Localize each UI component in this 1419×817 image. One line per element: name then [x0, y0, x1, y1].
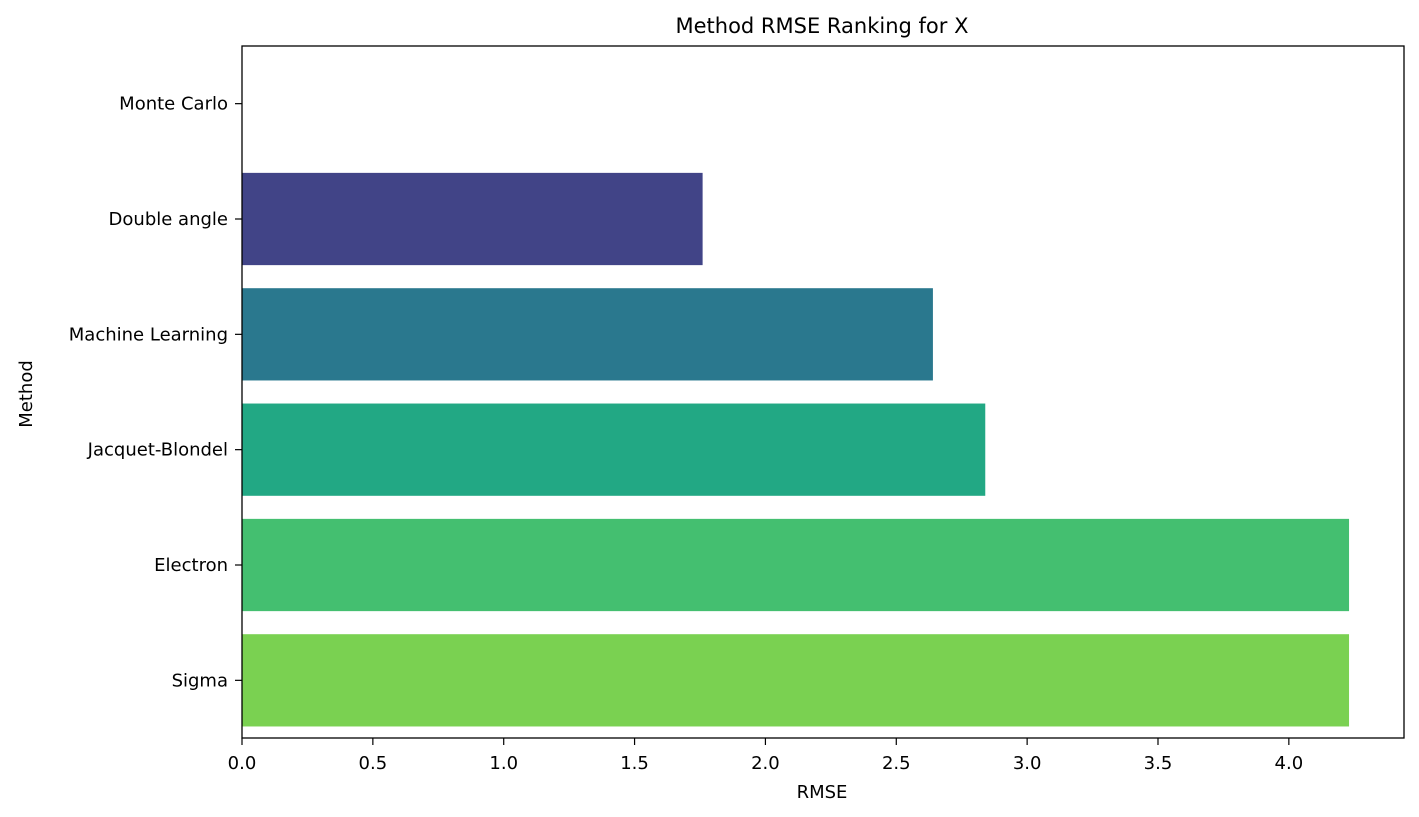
x-tick-label: 2.5	[882, 753, 911, 774]
x-axis-ticks: 0.0 0.5 1.0 1.5 2.0 2.5 3.0 3.5 4.0	[228, 738, 1303, 774]
y-axis-label: Method	[16, 360, 37, 428]
x-tick-label: 2.0	[751, 753, 780, 774]
x-axis-label: RMSE	[797, 782, 848, 803]
x-tick-label: 1.5	[620, 753, 649, 774]
chart-title: Method RMSE Ranking for X	[676, 14, 969, 38]
y-tick-label: Electron	[154, 555, 228, 576]
bar-series	[242, 172, 1350, 727]
bar-4	[242, 518, 1350, 612]
y-tick-label: Jacquet-Blondel	[87, 440, 228, 461]
y-tick-label: Double angle	[109, 209, 228, 230]
y-tick-label: Monte Carlo	[119, 94, 228, 115]
x-tick-label: 1.0	[489, 753, 518, 774]
x-tick-label: 3.0	[1013, 753, 1042, 774]
bar-2	[242, 288, 933, 381]
y-tick-label: Sigma	[172, 670, 228, 691]
bar-1	[242, 172, 703, 266]
x-tick-label: 3.5	[1144, 753, 1173, 774]
x-tick-label: 0.0	[228, 753, 257, 774]
bar-5	[242, 634, 1350, 727]
x-tick-label: 0.5	[359, 753, 388, 774]
y-tick-label: Machine Learning	[69, 324, 228, 345]
bar-3	[242, 403, 986, 496]
plot-frame	[241, 45, 1405, 739]
y-axis-ticks: Monte Carlo Double angle Machine Learning J…	[69, 94, 242, 691]
x-tick-label: 4.0	[1275, 753, 1304, 774]
